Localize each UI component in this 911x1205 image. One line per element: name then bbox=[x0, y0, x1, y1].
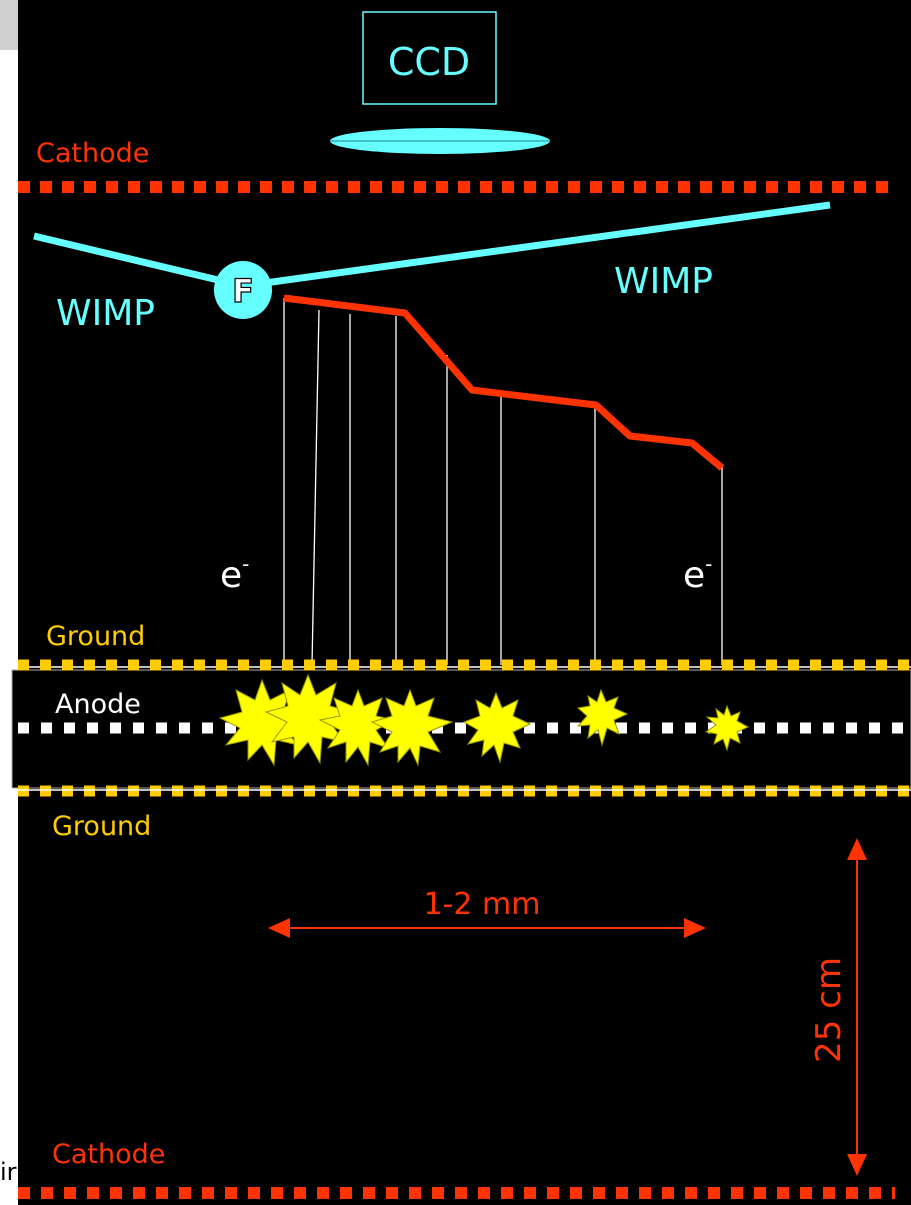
ccd-box bbox=[362, 11, 497, 105]
electron-left-label: e- bbox=[220, 552, 249, 596]
nucleus-label: F bbox=[232, 272, 254, 310]
clipped-edge-text: ir bbox=[0, 1158, 17, 1186]
ground-bottom-label: Ground bbox=[52, 811, 151, 842]
cathode-top-label: Cathode bbox=[36, 138, 149, 169]
anode-label: Anode bbox=[55, 689, 141, 720]
diagram-background bbox=[18, 0, 911, 1205]
height-dimension-label: 25 cm bbox=[809, 957, 849, 1063]
drift-lines bbox=[283, 298, 723, 666]
width-arrow-left bbox=[268, 918, 290, 938]
avalanche-5 bbox=[462, 691, 532, 764]
avalanche-7 bbox=[704, 704, 750, 752]
avalanche-6 bbox=[576, 688, 629, 747]
window-corner bbox=[0, 0, 18, 50]
width-dimension-label: 1-2 mm bbox=[424, 887, 541, 922]
recoil-track bbox=[283, 294, 725, 471]
cathode-bottom-label: Cathode bbox=[52, 1139, 165, 1170]
electron-right-label: e- bbox=[683, 552, 712, 596]
ground-top-label: Ground bbox=[46, 621, 145, 652]
ccd-label: CCD bbox=[388, 40, 470, 84]
height-arrow-top bbox=[847, 838, 867, 860]
wimp-left-label: WIMP bbox=[56, 293, 155, 334]
height-arrow-bottom bbox=[847, 1154, 867, 1176]
avalanche-4 bbox=[370, 688, 454, 767]
avalanche-3 bbox=[318, 688, 398, 767]
width-arrow-right bbox=[684, 918, 706, 938]
avalanches bbox=[218, 673, 750, 767]
fluorine-nucleus-icon bbox=[214, 261, 272, 319]
avalanche-2 bbox=[264, 673, 354, 765]
wimp-right-label: WIMP bbox=[614, 261, 713, 302]
